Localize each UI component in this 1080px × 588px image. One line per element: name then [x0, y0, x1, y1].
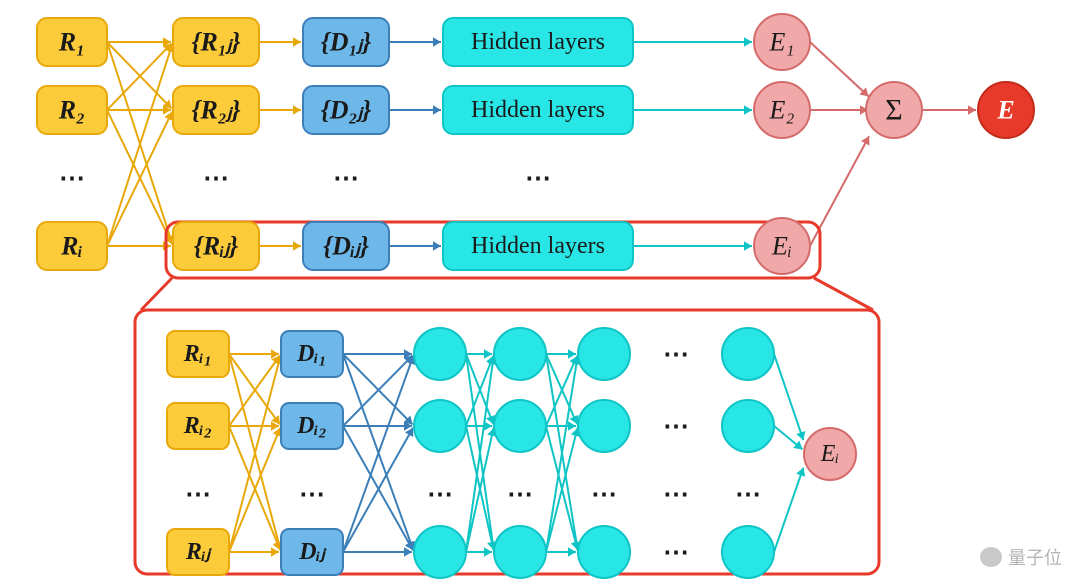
detail-hidden-circle: [578, 526, 630, 578]
label-Efinal: E: [996, 96, 1014, 125]
arrow-E-to-Sigma: [810, 42, 869, 96]
nn-diagram: R₁ R₂ Rᵢ ⋯ {R₁ⱼ} {R₂ⱼ} {Rᵢⱼ} ⋯ {D₁ⱼ} {D₂ⱼ} {Dᵢⱼ} ⋯ H…: [0, 0, 1080, 588]
label-E: E₁: [769, 28, 795, 57]
label-Rj: {R₂ⱼ}: [191, 96, 240, 125]
detail-hidden-circle: [414, 400, 466, 452]
label-hidden: Hidden layers: [471, 97, 605, 123]
detail-ellipsis-col: ⋯: [427, 480, 453, 509]
detail-ellipsis-gap: ⋯: [663, 340, 689, 369]
label-Dj: {D₂ⱼ}: [321, 96, 372, 125]
label-Rj: {R₁ⱼ}: [191, 28, 240, 57]
detail-ellipsis-gap: ⋯: [663, 412, 689, 441]
detail-label-R: Rᵢ₂: [183, 413, 212, 439]
ellipsis-H: ⋯: [525, 164, 551, 193]
label-Dj: {Dᵢⱼ}: [323, 232, 369, 261]
label-sigma: Σ: [885, 94, 902, 127]
ellipsis-R: ⋯: [59, 164, 85, 193]
label-Dj: {D₁ⱼ}: [321, 28, 372, 57]
label-E: Eᵢ: [771, 232, 792, 261]
watermark-text: 量子位: [1008, 544, 1062, 570]
detail-ellipsis-R: ⋯: [185, 480, 211, 509]
detail-ellipsis-gap: ⋯: [663, 480, 689, 509]
label-R: R₁: [58, 28, 85, 57]
label-E: E₂: [769, 96, 795, 125]
label-hidden: Hidden layers: [471, 233, 605, 259]
ellipsis-Dj: ⋯: [333, 164, 359, 193]
arrow-detail-L4-Ei: [774, 468, 803, 552]
label-R: R₂: [58, 96, 85, 125]
detail-ellipsis-col: ⋯: [591, 480, 617, 509]
detail-label-R: Rᵢⱼ: [185, 539, 212, 565]
wechat-icon: [980, 547, 1002, 567]
detail-ellipsis-gap: ⋯: [663, 538, 689, 567]
detail-hidden-circle: [414, 526, 466, 578]
detail-ellipsis-D: ⋯: [299, 480, 325, 509]
detail-hidden-circle: [494, 526, 546, 578]
detail-ellipsis-col: ⋯: [507, 480, 533, 509]
watermark: 量子位: [980, 544, 1062, 570]
detail-hidden-circle: [722, 400, 774, 452]
detail-hidden-circle: [494, 400, 546, 452]
detail-label-D: Dᵢ₁: [296, 341, 327, 367]
detail-hidden-circle: [414, 328, 466, 380]
detail-label-Ei: Eᵢ: [820, 441, 839, 467]
ellipsis-Rj: ⋯: [203, 164, 229, 193]
label-Rj: {Rᵢⱼ}: [194, 232, 238, 261]
label-hidden: Hidden layers: [471, 29, 605, 55]
detail-hidden-circle: [578, 328, 630, 380]
detail-hidden-circle: [722, 328, 774, 380]
callout-right: [814, 278, 873, 310]
detail-hidden-circle: [494, 328, 546, 380]
callout-left: [141, 278, 172, 310]
detail-label-R: Rᵢ₁: [183, 341, 212, 367]
detail-hidden-circle: [722, 526, 774, 578]
arrow-detail-L4-Ei: [774, 354, 803, 440]
label-R: Rᵢ: [60, 232, 83, 261]
detail-label-D: Dᵢ₂: [296, 413, 327, 439]
detail-hidden-circle: [578, 400, 630, 452]
detail-ellipsis-col: ⋯: [735, 480, 761, 509]
detail-label-D: Dᵢⱼ: [298, 539, 326, 565]
